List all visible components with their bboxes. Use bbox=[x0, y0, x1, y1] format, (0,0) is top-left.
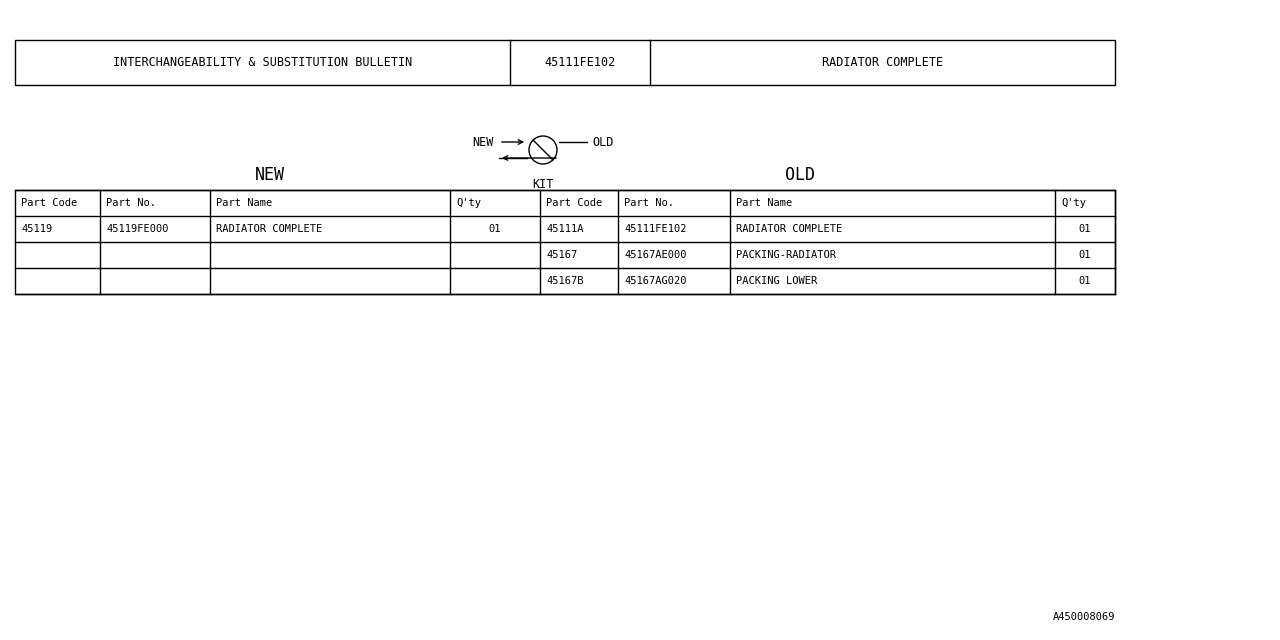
Text: Part Name: Part Name bbox=[736, 198, 792, 208]
Text: 45119: 45119 bbox=[20, 224, 52, 234]
Text: Part No.: Part No. bbox=[106, 198, 156, 208]
Text: Q'ty: Q'ty bbox=[456, 198, 481, 208]
Text: RADIATOR COMPLETE: RADIATOR COMPLETE bbox=[216, 224, 323, 234]
Text: 45167AE000: 45167AE000 bbox=[625, 250, 686, 260]
Text: Part Code: Part Code bbox=[20, 198, 77, 208]
Text: 01: 01 bbox=[1079, 276, 1092, 286]
Text: PACKING-RADIATOR: PACKING-RADIATOR bbox=[736, 250, 836, 260]
Text: 45111FE102: 45111FE102 bbox=[544, 56, 616, 69]
Text: KIT: KIT bbox=[532, 178, 554, 191]
Text: 45119FE000: 45119FE000 bbox=[106, 224, 169, 234]
Text: Part Code: Part Code bbox=[547, 198, 603, 208]
Text: 45167AG020: 45167AG020 bbox=[625, 276, 686, 286]
Text: RADIATOR COMPLETE: RADIATOR COMPLETE bbox=[822, 56, 943, 69]
Text: 45111FE102: 45111FE102 bbox=[625, 224, 686, 234]
Text: Part Name: Part Name bbox=[216, 198, 273, 208]
Text: OLD: OLD bbox=[785, 166, 815, 184]
Text: 01: 01 bbox=[1079, 224, 1092, 234]
Bar bbox=[15, 40, 1115, 85]
Text: OLD: OLD bbox=[591, 136, 613, 148]
Text: Part No.: Part No. bbox=[625, 198, 675, 208]
Bar bbox=[15, 190, 1115, 294]
Text: INTERCHANGEABILITY & SUBSTITUTION BULLETIN: INTERCHANGEABILITY & SUBSTITUTION BULLET… bbox=[113, 56, 412, 69]
Text: A450008069: A450008069 bbox=[1052, 612, 1115, 622]
Text: 01: 01 bbox=[1079, 250, 1092, 260]
Text: Q'ty: Q'ty bbox=[1061, 198, 1085, 208]
Text: PACKING LOWER: PACKING LOWER bbox=[736, 276, 817, 286]
Text: 01: 01 bbox=[489, 224, 502, 234]
Text: 45167: 45167 bbox=[547, 250, 577, 260]
Text: NEW: NEW bbox=[255, 166, 285, 184]
Text: 45167B: 45167B bbox=[547, 276, 584, 286]
Text: 45111A: 45111A bbox=[547, 224, 584, 234]
Text: RADIATOR COMPLETE: RADIATOR COMPLETE bbox=[736, 224, 842, 234]
Text: NEW: NEW bbox=[472, 136, 494, 148]
